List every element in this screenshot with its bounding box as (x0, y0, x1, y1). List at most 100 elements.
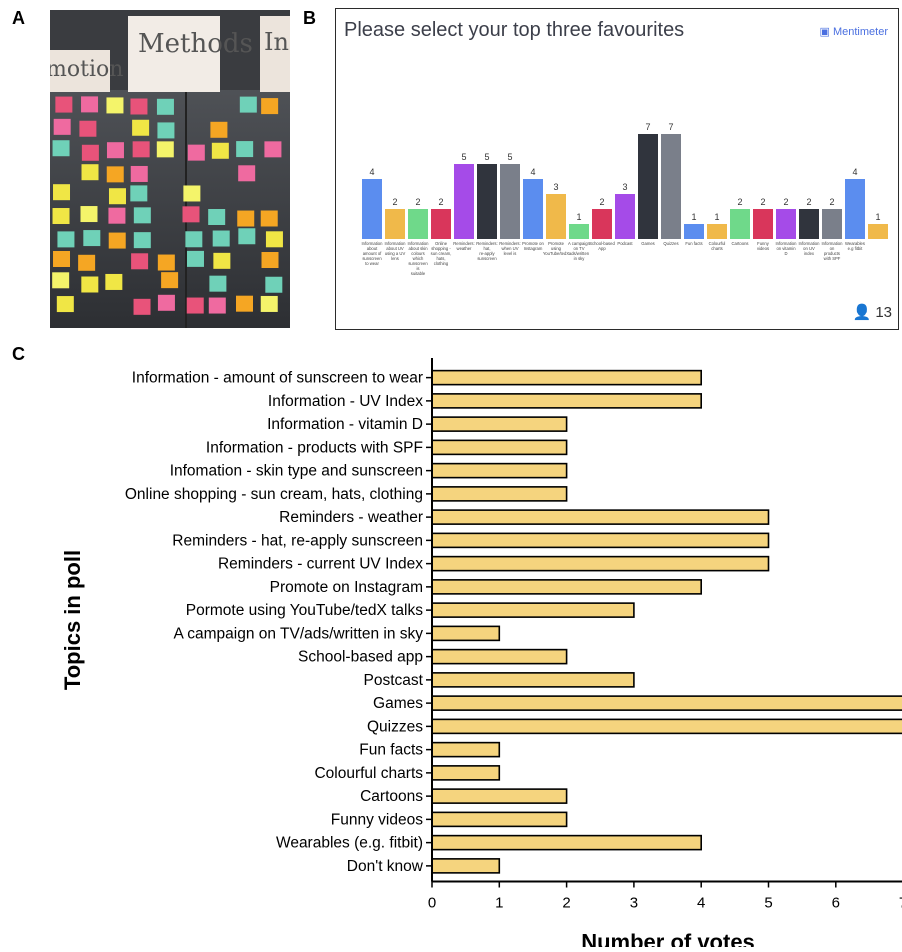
sticky-note (186, 297, 204, 314)
photo-canvas: motion Methods In (50, 10, 290, 328)
sticky-note (261, 252, 279, 269)
menti-bar-label: Quizzes (663, 241, 678, 246)
poster-center-text: Methods (138, 29, 253, 59)
menti-bar-label: Reminders: hat, re-apply sunscreen (476, 241, 497, 261)
sticky-note (108, 207, 126, 224)
menti-bar-label: Fun facts (685, 241, 702, 246)
sticky-note (81, 164, 99, 181)
menti-bar (638, 134, 658, 239)
vote-bar (431, 416, 568, 432)
poster-right-text: In (264, 28, 289, 56)
y-axis-title: Topics in poll (60, 550, 85, 690)
topic-label: School-based app (298, 649, 423, 666)
menti-bar-label: Reminders: when UV level is (499, 241, 520, 256)
sticky-note (79, 120, 97, 137)
topic-label: Postcast (364, 672, 424, 689)
menti-bar-label: Wearables e.g fitbit (845, 241, 865, 251)
topic-label: Reminders - weather (279, 509, 423, 526)
sticky-note (132, 141, 150, 158)
sticky-notes-photo: motion Methods In (50, 10, 290, 328)
menti-bar (776, 209, 796, 239)
vote-bar (431, 648, 568, 665)
sticky-note (105, 273, 123, 290)
x-tick-label: 4 (697, 895, 705, 912)
poster-right (260, 16, 290, 92)
participant-count-value: 13 (875, 304, 892, 321)
menti-bar (408, 209, 428, 239)
sticky-note (161, 272, 179, 289)
menti-bar (477, 164, 497, 239)
topic-label: Fun facts (359, 742, 423, 759)
sticky-note (209, 275, 227, 292)
x-tick-label: 5 (764, 895, 772, 912)
topic-label: A campaign on TV/ads/written in sky (173, 625, 423, 642)
sticky-note (52, 272, 70, 289)
menti-bar-label: Promote using YouTube/tedX (543, 241, 569, 256)
sticky-note (53, 251, 71, 268)
menti-bar-value: 7 (668, 122, 673, 132)
sticky-note (183, 185, 201, 202)
mentimeter-bar-chart: 4 Information about amount of sunscreen to we… (362, 122, 888, 276)
topic-label: Cartoons (360, 788, 423, 805)
sticky-note (52, 208, 70, 225)
user-icon: 👤 (852, 304, 876, 321)
sticky-note (210, 121, 228, 138)
sticky-note (156, 98, 174, 115)
sticky-note (264, 141, 282, 158)
menti-bar (546, 194, 566, 239)
menti-bar (500, 164, 520, 239)
sticky-note (133, 207, 151, 224)
sticky-note (55, 96, 73, 113)
sticky-note (81, 276, 99, 293)
menti-bar-value: 2 (415, 197, 420, 207)
menti-bar-label: Games (641, 241, 655, 246)
menti-bar (362, 179, 382, 239)
mentimeter-title: Please select your top three favourites (344, 19, 685, 41)
mentimeter-logo-icon: ▣ (819, 26, 833, 38)
menti-bar-label: Information on UV index (799, 241, 821, 256)
topic-label: Games (373, 695, 423, 712)
sticky-note (261, 98, 279, 115)
menti-bar-label: Information on vitamin D (776, 241, 798, 256)
menti-bar-value: 2 (737, 197, 742, 207)
menti-bar-value: 3 (553, 182, 558, 192)
menti-bar (753, 209, 773, 239)
menti-bar (592, 209, 612, 239)
sticky-note (81, 144, 99, 161)
menti-bar-label: Online shopping -sun cream, hats, clothing (431, 241, 452, 266)
vote-bar (431, 532, 770, 549)
menti-bar (523, 179, 543, 239)
menti-bar-value: 1 (875, 212, 880, 222)
sticky-note (56, 296, 74, 313)
menti-bar-value: 4 (369, 167, 374, 177)
menti-bar-label: Funny videos (757, 241, 770, 251)
panel-label-b: B (303, 8, 316, 28)
vote-bar (431, 858, 501, 874)
sticky-note (130, 185, 148, 202)
menti-bar (385, 209, 405, 239)
menti-bar (822, 209, 842, 239)
sticky-note (130, 98, 148, 115)
sticky-note (236, 295, 254, 312)
sticky-note (53, 184, 71, 201)
x-tick-label: 6 (832, 895, 840, 912)
votes-bar-chart: Information - amount of sunscreen to wea… (60, 358, 902, 952)
sticky-note (236, 141, 254, 158)
vote-bar (431, 393, 703, 409)
topic-label: Quizzes (367, 718, 423, 735)
menti-bar (845, 179, 865, 239)
topic-label: Colourful charts (314, 765, 423, 782)
topic-label: Information - vitamin D (267, 416, 423, 433)
sticky-note (78, 254, 96, 271)
vote-bar (431, 741, 501, 758)
x-tick-label: 0 (428, 895, 436, 912)
mentimeter-logo: ▣ Mentimeter (820, 25, 888, 38)
menti-bar-label: School-based App (589, 241, 615, 251)
menti-bar-value: 5 (461, 152, 466, 162)
vote-bar (431, 811, 568, 828)
poster-center (128, 16, 220, 92)
sticky-note (182, 206, 200, 223)
menti-bar-label: A campaign on TV ads/written in sky (568, 241, 591, 261)
topic-label: Funny videos (331, 811, 423, 828)
sticky-note (133, 232, 151, 249)
